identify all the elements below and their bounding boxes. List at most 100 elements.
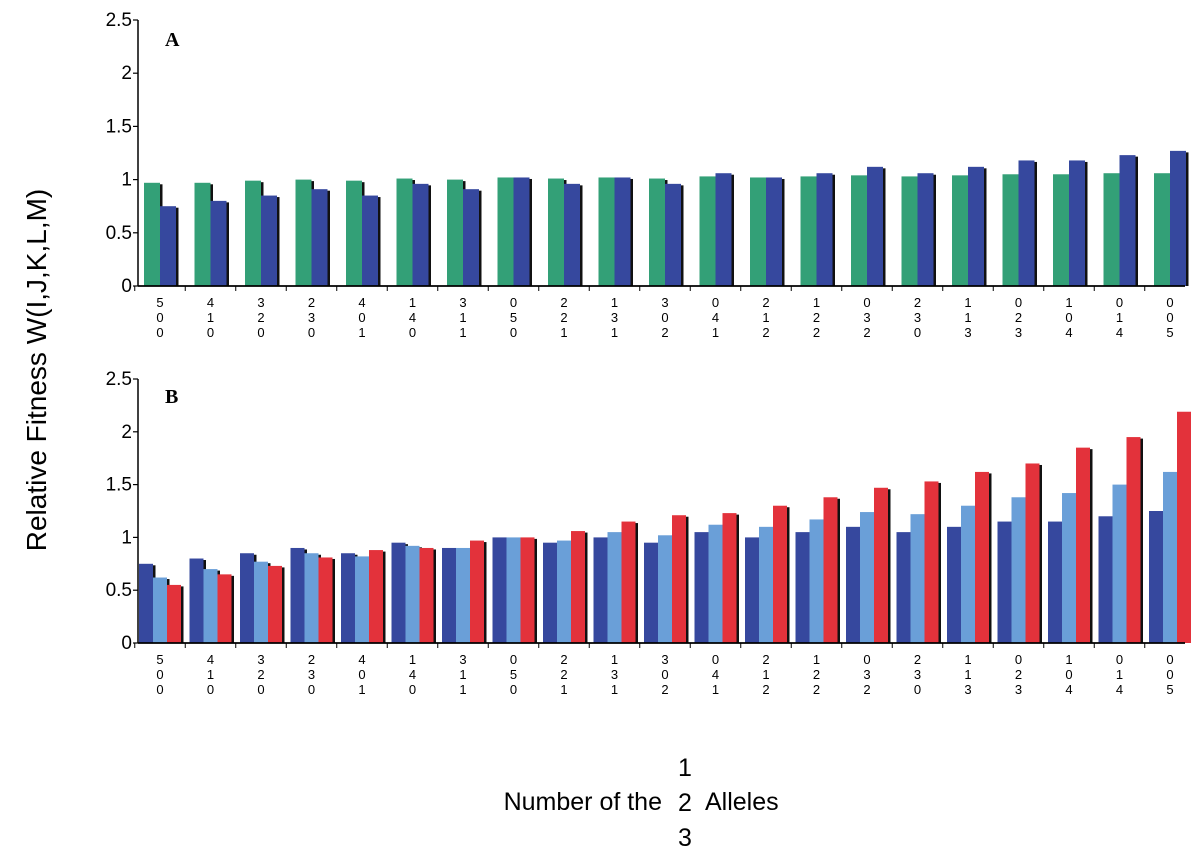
y-tick-label: 0.5: [106, 223, 132, 244]
bar-light-blue: [506, 537, 521, 643]
bar-green: [649, 178, 665, 286]
x-category-digit: 5: [1166, 682, 1173, 697]
bar-red: [924, 481, 939, 643]
x-category-digit: 0: [1116, 295, 1123, 310]
bar-dark-blue: [442, 547, 456, 643]
bar-dark-blue: [766, 177, 782, 286]
x-category-digit: 1: [1065, 652, 1072, 667]
bar-dark-blue: [947, 526, 961, 643]
bar-green: [144, 182, 160, 286]
bar-red: [823, 497, 838, 643]
panel-b-label: B: [165, 386, 178, 408]
x-category-digit: 1: [560, 325, 567, 340]
x-category-digit: 1: [409, 295, 416, 310]
y-tick-label: 1: [121, 170, 132, 191]
x-category-digit: 1: [762, 310, 769, 325]
x-category-digit: 1: [459, 310, 466, 325]
x-category-digit: 2: [560, 652, 567, 667]
bar-dark-blue: [290, 547, 305, 643]
bar-dark-blue: [1018, 160, 1035, 286]
bar-green: [245, 180, 261, 286]
bar-dark-blue: [513, 177, 530, 286]
x-category-digit: 0: [1015, 652, 1022, 667]
x-category-digit: 0: [510, 325, 517, 340]
x-category-digit: 2: [813, 682, 820, 697]
y-tick-label: 2.5: [106, 10, 132, 31]
x-category-digit: 3: [459, 295, 466, 310]
x-category-digit: 1: [358, 682, 365, 697]
x-category-digit: 0: [661, 667, 668, 682]
x-category-digit: 5: [156, 295, 163, 310]
y-tick-label: 1.5: [106, 475, 132, 496]
x-category-digit: 1: [813, 652, 820, 667]
bar-red: [975, 471, 989, 643]
x-axis-title-stack-top: 1: [678, 754, 692, 782]
x-category-digit: 3: [611, 310, 618, 325]
x-axis-title-stack-bottom: 3: [678, 824, 692, 851]
bar-dark-blue: [412, 183, 429, 286]
x-category-digit: 3: [308, 667, 315, 682]
bar-red: [419, 547, 434, 643]
x-category-digit: 2: [560, 295, 567, 310]
x-category-digit: 4: [712, 667, 719, 682]
x-category-digit: 3: [257, 295, 264, 310]
x-category-digit: 0: [1166, 667, 1173, 682]
bar-red: [1076, 447, 1090, 643]
bar-dark-blue: [715, 173, 732, 286]
x-category-digit: 0: [712, 652, 719, 667]
x-category-digit: 1: [964, 310, 971, 325]
x-category-digit: 0: [257, 682, 264, 697]
bar-dark-blue: [795, 532, 810, 643]
x-category-digit: 2: [661, 325, 668, 340]
y-tick-label: 2.5: [106, 369, 132, 390]
x-category-digit: 3: [459, 652, 466, 667]
x-category-digit: 2: [308, 652, 315, 667]
bar-red: [470, 540, 484, 643]
x-axis-title-prefix: Number of the: [504, 788, 662, 816]
y-axis-title: Relative Fitness W(I,J,K,L,M): [21, 189, 52, 552]
bar-dark-blue: [846, 526, 860, 643]
bar-green: [1154, 173, 1170, 286]
bar-green: [295, 179, 312, 286]
x-category-digit: 5: [510, 310, 517, 325]
x-category-digit: 0: [409, 325, 416, 340]
x-category-digit: 3: [661, 652, 668, 667]
x-category-digit: 1: [459, 667, 466, 682]
x-category-digit: 1: [1116, 310, 1123, 325]
bar-light-blue: [658, 535, 672, 643]
y-tick-label: 0: [121, 633, 132, 654]
x-category-digit: 1: [358, 325, 365, 340]
x-category-digit: 0: [156, 310, 163, 325]
x-category-digit: 0: [1166, 310, 1173, 325]
bar-dark-blue: [492, 537, 507, 643]
bar-light-blue: [304, 553, 319, 643]
x-category-digit: 4: [1065, 682, 1072, 697]
bar-dark-blue: [261, 195, 277, 286]
x-category-digit: 2: [762, 682, 769, 697]
bar-dark-blue: [614, 177, 631, 286]
bar-red: [1025, 463, 1040, 643]
bar-dark-blue: [593, 537, 608, 643]
x-category-digit: 3: [661, 295, 668, 310]
bar-red: [268, 565, 282, 643]
x-category-digit: 0: [510, 682, 517, 697]
bar-dark-blue: [543, 542, 557, 643]
x-category-digit: 3: [914, 310, 921, 325]
x-category-digit: 2: [863, 325, 870, 340]
bar-light-blue: [809, 519, 824, 643]
bar-dark-blue: [745, 537, 759, 643]
x-category-digit: 2: [813, 310, 820, 325]
bar-green: [952, 175, 968, 286]
x-category-digit: 1: [813, 295, 820, 310]
bar-dark-blue: [644, 542, 658, 643]
x-category-digit: 3: [964, 325, 971, 340]
panel-b-chart: B 00.511.522.550041032023040114031105022…: [106, 369, 1191, 697]
x-category-digit: 3: [863, 667, 870, 682]
bar-light-blue: [405, 545, 420, 643]
x-category-digit: 1: [964, 667, 971, 682]
bar-dark-blue: [160, 206, 176, 286]
x-category-digit: 2: [257, 667, 264, 682]
bar-dark-blue: [139, 563, 153, 643]
x-category-digit: 1: [1116, 667, 1123, 682]
x-category-digit: 3: [257, 652, 264, 667]
